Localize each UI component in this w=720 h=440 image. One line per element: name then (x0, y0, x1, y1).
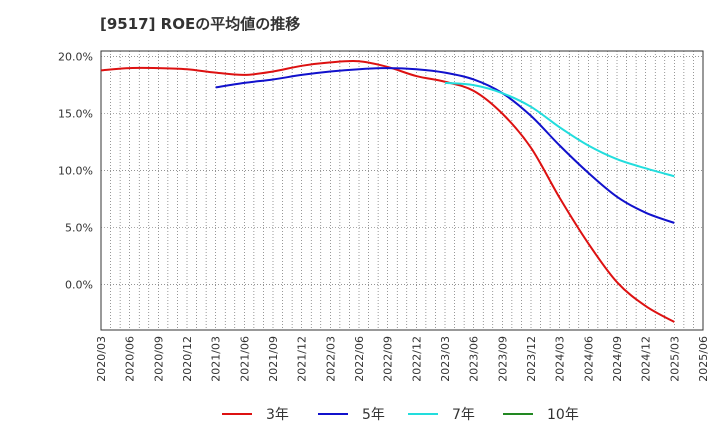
x-tick-label: 2020/09 (152, 336, 165, 382)
legend-label-1: 5年 (362, 407, 385, 423)
y-tick-label: 0.0% (65, 278, 93, 291)
y-tick-label: 10.0% (58, 165, 93, 178)
x-tick-label: 2023/09 (496, 336, 509, 382)
x-tick-label: 2022/09 (382, 336, 395, 382)
x-tick-label: 2021/03 (210, 336, 223, 382)
chart-title: [9517] ROEの平均値の推移 (100, 15, 300, 33)
x-tick-label: 2022/03 (324, 336, 337, 382)
y-tick-label: 15.0% (58, 108, 93, 121)
x-tick-label: 2025/03 (668, 336, 681, 382)
x-tick-label: 2024/09 (611, 336, 624, 382)
legend-label-2: 7年 (452, 407, 475, 423)
x-tick-label: 2022/06 (353, 336, 366, 382)
x-tick-label: 2021/09 (267, 336, 280, 382)
horizontal-gridlines (101, 56, 703, 285)
x-tick-label: 2023/03 (439, 336, 452, 382)
x-tick-label: 2023/06 (468, 336, 481, 382)
y-tick-label: 5.0% (65, 222, 93, 235)
legend-label-3: 10年 (547, 407, 579, 423)
legend: 3年 5年 7年 10年 (222, 407, 579, 423)
series-line-0 (100, 59, 675, 323)
x-tick-label: 2021/12 (296, 336, 309, 382)
x-tick-label: 2024/06 (582, 336, 595, 382)
plot-area (100, 50, 704, 331)
legend-label-0: 3年 (266, 407, 289, 423)
x-tick-label: 2020/12 (181, 336, 194, 382)
x-tick-label: 2025/06 (697, 336, 710, 382)
y-axis-tick-labels: 0.0% 5.0% 10.0% 15.0% 20.0% (58, 51, 93, 292)
x-tick-label: 2024/03 (554, 336, 567, 382)
series-line-1 (215, 67, 675, 224)
series-lines (100, 59, 675, 323)
x-tick-label: 2023/12 (525, 336, 538, 382)
x-tick-label: 2021/06 (238, 336, 251, 382)
x-tick-label: 2020/03 (95, 336, 108, 382)
x-tick-label: 2024/12 (640, 336, 653, 382)
y-tick-label: 20.0% (58, 51, 93, 64)
series-line-2 (444, 81, 675, 178)
x-axis-tick-labels: 2020/03 2020/06 2020/09 2020/12 2021/03 2021/… (95, 336, 710, 382)
x-tick-label: 2022/12 (410, 336, 423, 382)
x-tick-label: 2020/06 (124, 336, 137, 382)
